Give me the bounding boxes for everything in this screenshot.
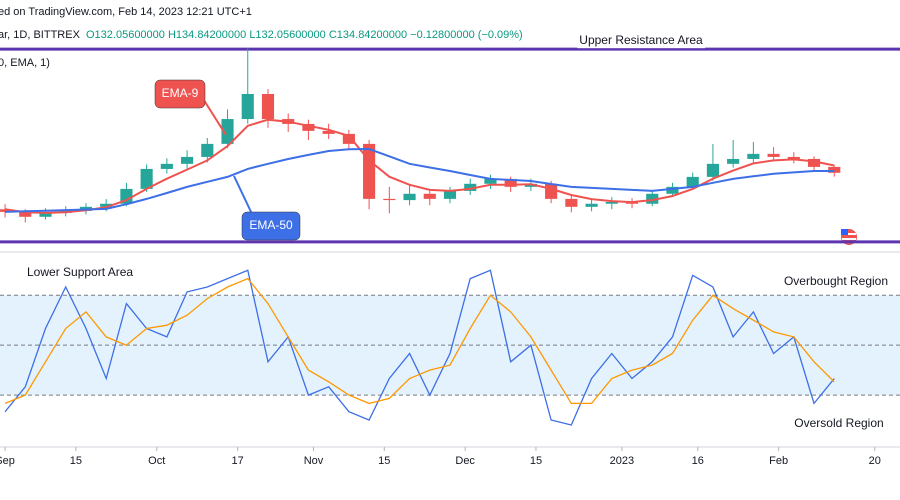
x-tick-label: 15 (378, 455, 390, 467)
candle-body (221, 119, 234, 144)
candle-body (727, 158, 740, 164)
annotation: Lower Support Area (27, 265, 133, 279)
candle-body (383, 198, 396, 201)
candle-body (181, 156, 194, 164)
header-indicator: 0, EMA, 1) (0, 57, 50, 69)
callout-label: EMA-50 (249, 218, 293, 232)
header-ohlc: O132.05600000 H134.84200000 L132.0560000… (86, 29, 523, 41)
annotation: Upper Resistance Area (579, 33, 703, 47)
candle-body (19, 211, 32, 217)
callout-label: EMA-9 (162, 86, 199, 100)
candle-body (747, 153, 760, 159)
candle-body (484, 178, 497, 184)
candle-body (666, 186, 679, 194)
candle-body (403, 193, 416, 201)
x-tick-label: 16 (692, 455, 704, 467)
candle-body (39, 212, 52, 217)
candle-body (706, 163, 719, 177)
candle-body (787, 156, 800, 159)
candle-body (0, 209, 12, 212)
x-tick-label: 20 (869, 455, 881, 467)
candle-body (322, 130, 335, 134)
x-tick-label: Oct (148, 455, 165, 467)
candle-body (565, 198, 578, 207)
x-tick-label: Feb (769, 455, 788, 467)
candle-body (160, 163, 173, 169)
annotation: Overbought Region (784, 274, 888, 288)
header-symbol: ar, 1D, BITTREX (0, 29, 81, 41)
candle-body (363, 143, 376, 199)
candle-body (342, 133, 355, 144)
annotation-bg (781, 273, 891, 290)
callout-arrow (233, 175, 253, 215)
ema-line (5, 147, 835, 213)
candle-body (605, 201, 618, 204)
callout-box (241, 211, 301, 241)
annotation: Oversold Region (794, 416, 883, 430)
candle-body (261, 93, 275, 120)
header-source: ed on TradingView.com, Feb 14, 2023 12:2… (0, 6, 252, 18)
annotation-bg (792, 415, 886, 432)
x-tick-label: Nov (304, 455, 324, 467)
candle-body (443, 190, 457, 199)
x-tick-label: Sep (0, 455, 15, 467)
annotation-bg (25, 264, 136, 281)
candle-body (201, 143, 214, 157)
x-tick-label: 2023 (610, 455, 634, 467)
x-tick-label: Dec (455, 455, 475, 467)
candle-body (140, 168, 153, 189)
candle-body (423, 193, 436, 199)
candle-body (686, 176, 699, 187)
candle-body (524, 183, 537, 187)
oscillator-line (4, 277, 835, 405)
x-tick-label: 17 (232, 455, 244, 467)
candle-body (241, 93, 254, 120)
annotation-bg (577, 32, 706, 49)
callout-box (154, 79, 206, 109)
candle-body (646, 193, 659, 204)
candle-body (828, 166, 841, 173)
candle-body (120, 188, 133, 204)
candle-body (807, 158, 821, 167)
candle-body (302, 123, 315, 131)
x-tick-label: 15 (530, 455, 542, 467)
candle-body (464, 183, 477, 191)
candle-body (767, 153, 780, 157)
candle-body (585, 203, 598, 207)
x-tick-label: 15 (70, 455, 82, 467)
candle-body (100, 203, 113, 207)
candle-body (545, 183, 558, 199)
candle-body (504, 178, 517, 187)
